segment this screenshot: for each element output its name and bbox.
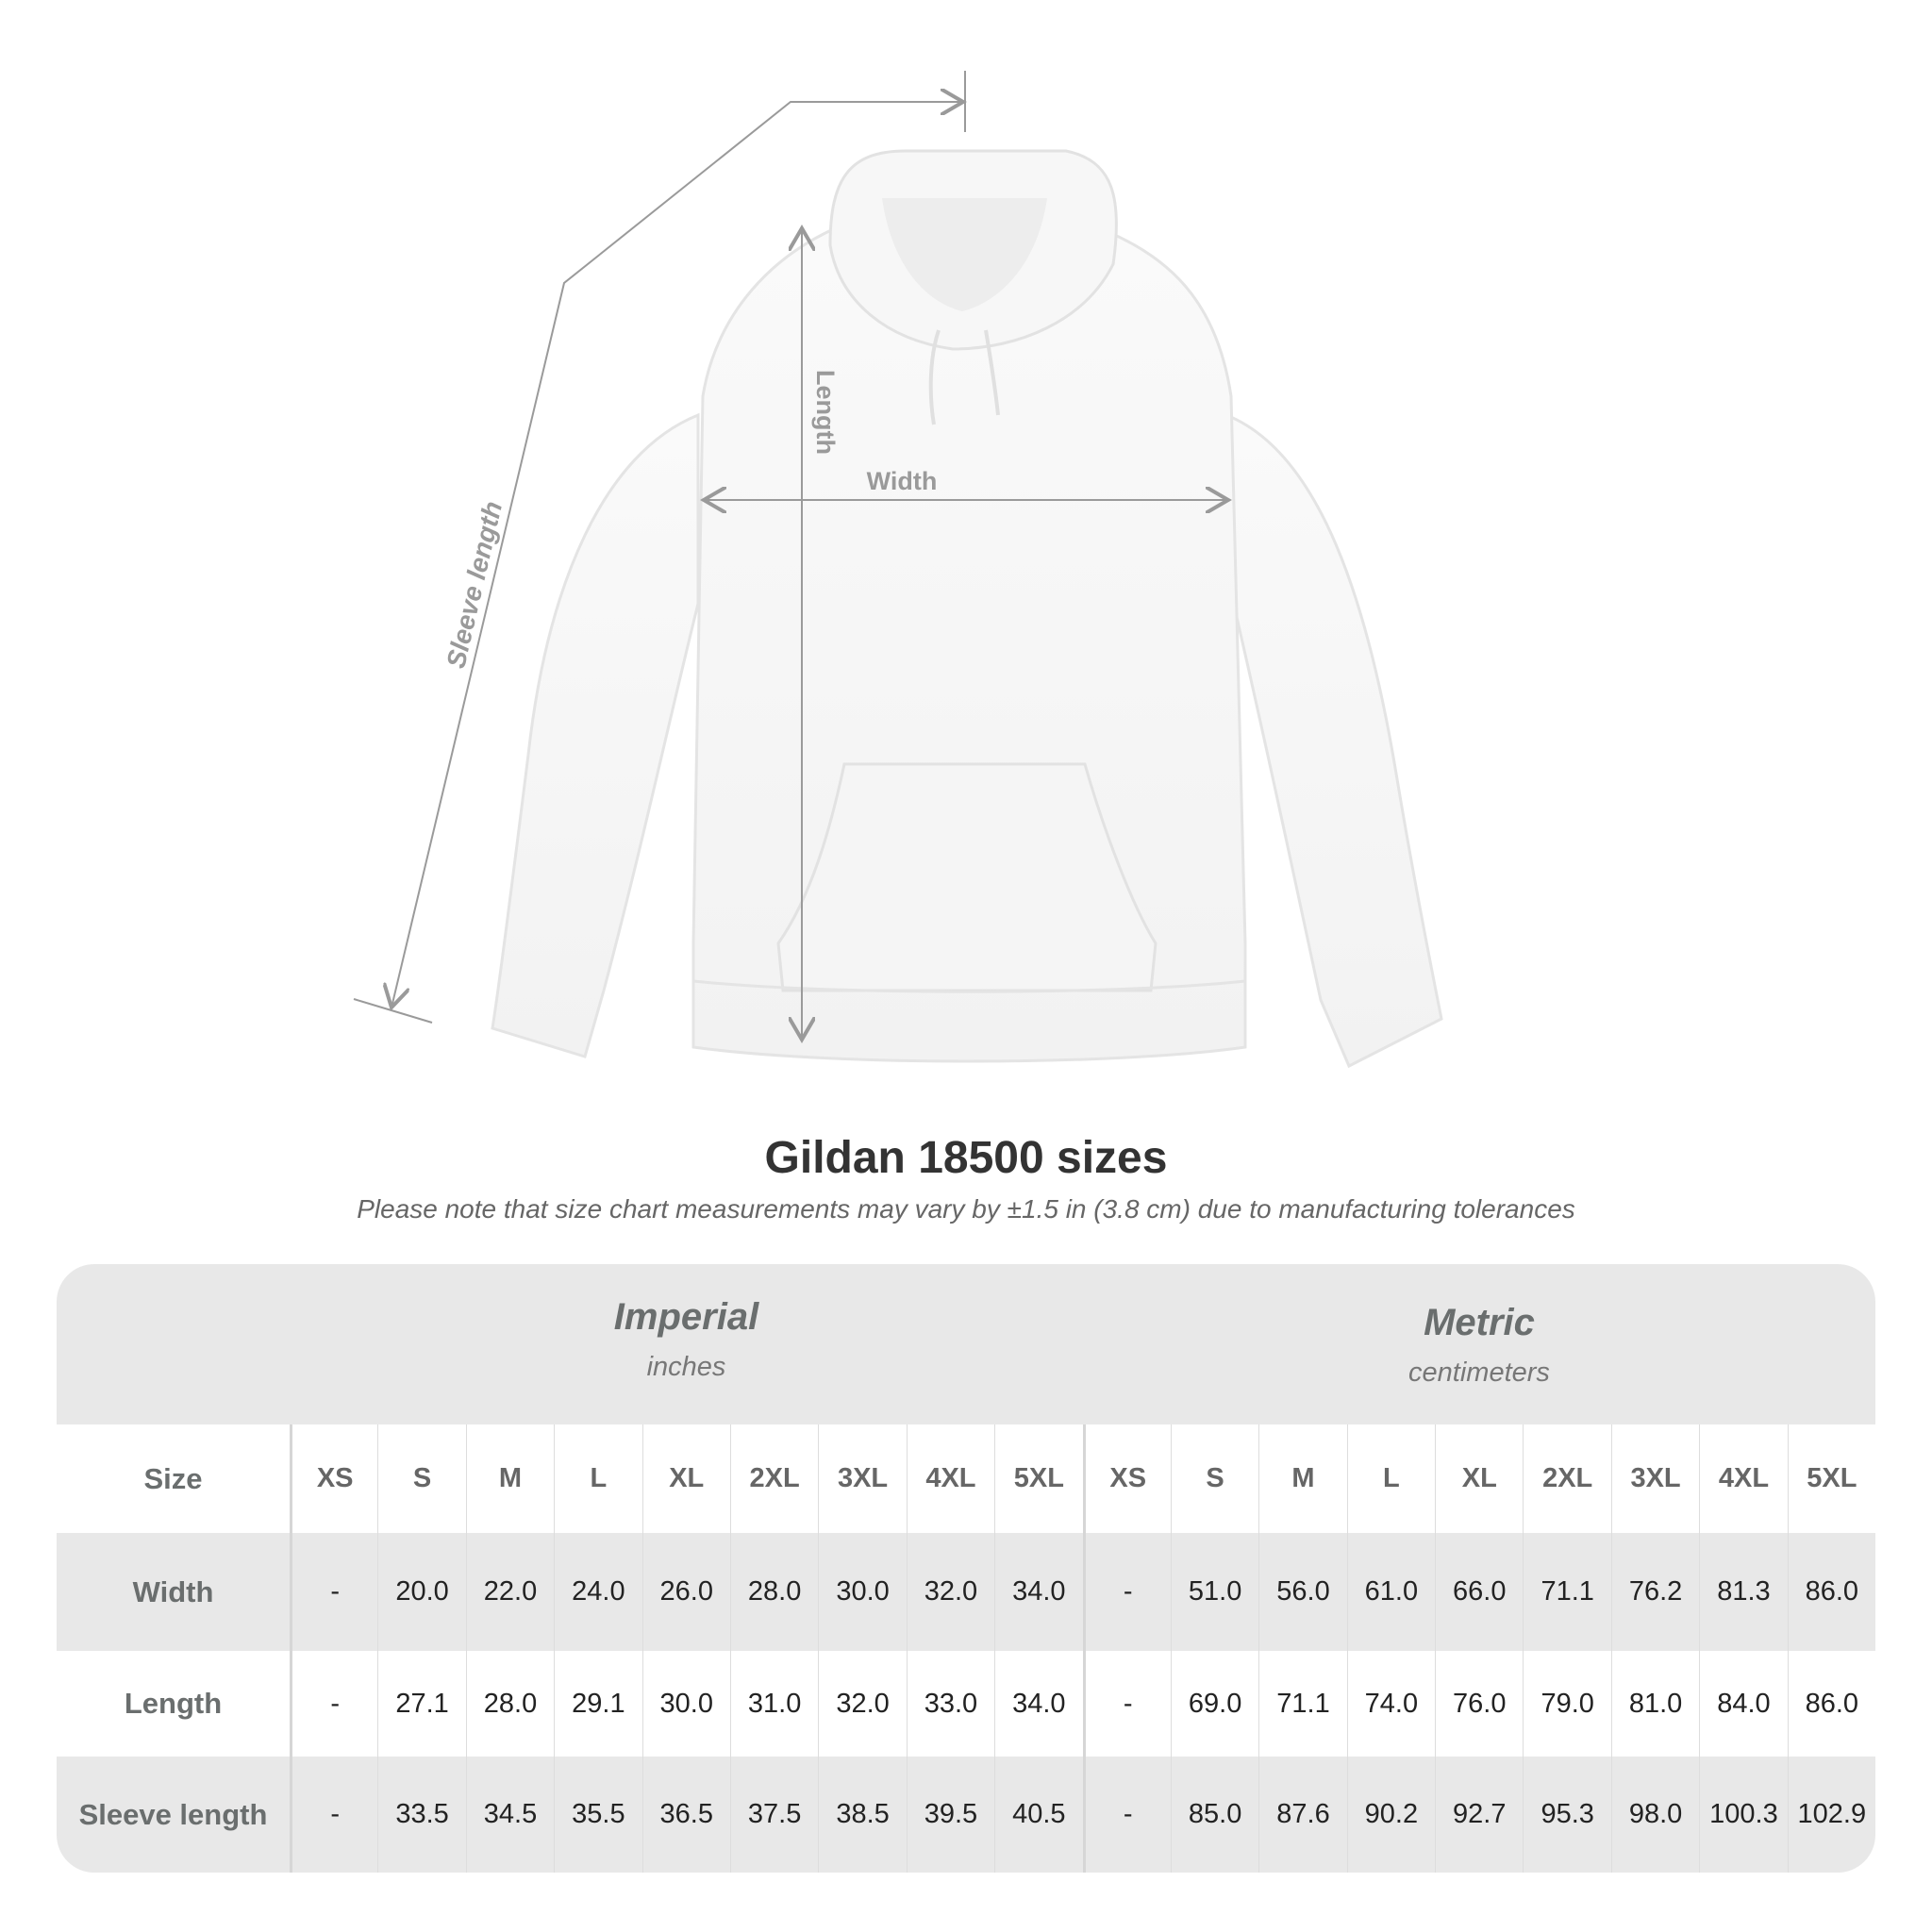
metric-value-cell: 87.6 [1258, 1757, 1346, 1873]
metric-value-cell: - [1082, 1651, 1171, 1757]
imperial-value-cell: 34.0 [994, 1651, 1082, 1757]
imperial-header: Imperial inches [290, 1296, 1083, 1383]
row-label: Length [124, 1687, 223, 1720]
metric-title: Metric [1424, 1302, 1535, 1343]
metric-value-cell: 98.0 [1610, 1757, 1699, 1873]
hoodie-diagram: Length Width Sleeve length [353, 71, 1443, 1069]
length-label: Length [811, 370, 840, 455]
hoodie-image [491, 149, 1443, 1069]
sleeve-measure-line [353, 71, 965, 1024]
imperial-value-cell: 35.5 [554, 1757, 641, 1873]
imperial-value-cell: 24.0 [554, 1533, 641, 1651]
imperial-value-cell: 26.0 [641, 1533, 730, 1651]
imperial-value-cell: 39.5 [906, 1757, 994, 1873]
row-label: Sleeve length [78, 1797, 268, 1831]
imperial-value-cell: 28.0 [729, 1533, 818, 1651]
metric-value-cell: 76.0 [1435, 1651, 1523, 1757]
metric-value-cell: 71.1 [1523, 1533, 1610, 1651]
metric-size-header: XS [1082, 1424, 1171, 1533]
table-row: Length -27.1 28.0 29.1 30.0 31.0 32.0 33.0 34.0-… [57, 1651, 1875, 1757]
size-header-row: Size XS S M L XL 2XL 3XL 4XL 5XL XS S M L XL 2XL 3XL 4XL… [57, 1424, 1875, 1533]
tolerance-note: Please note that size chart measurements… [357, 1194, 1575, 1224]
sleeve-length-label: Sleeve length [441, 498, 508, 671]
imperial-value-cell: 27.1 [377, 1651, 465, 1757]
width-label: Width [867, 467, 938, 495]
imperial-value-cell: - [290, 1651, 377, 1757]
imperial-size-header: L [554, 1424, 641, 1533]
metric-value-cell: 81.3 [1699, 1533, 1787, 1651]
imperial-value-cell: 33.0 [906, 1651, 994, 1757]
metric-header: Metric centimeters [1083, 1302, 1875, 1389]
metric-value-cell: 56.0 [1258, 1533, 1346, 1651]
imperial-value-cell: 30.0 [818, 1533, 906, 1651]
metric-value-cell: 51.0 [1170, 1533, 1258, 1651]
imperial-unit: inches [646, 1352, 726, 1382]
table-header-band: Imperial inches Metric centimeters [57, 1264, 1875, 1424]
imperial-value-cell: 37.5 [729, 1757, 818, 1873]
imperial-title: Imperial [613, 1296, 759, 1338]
metric-value-cell: 79.0 [1523, 1651, 1610, 1757]
metric-size-header: 5XL [1787, 1424, 1875, 1533]
imperial-size-header: S [377, 1424, 465, 1533]
imperial-value-cell: 28.0 [465, 1651, 554, 1757]
imperial-value-cell: 20.0 [377, 1533, 465, 1651]
imperial-size-header: XL [641, 1424, 730, 1533]
metric-value-cell: 76.2 [1610, 1533, 1699, 1651]
metric-size-header: 2XL [1523, 1424, 1610, 1533]
imperial-value-cell: 34.5 [465, 1757, 554, 1873]
imperial-value-cell: 22.0 [465, 1533, 554, 1651]
imperial-value-cell: 32.0 [818, 1651, 906, 1757]
metric-value-cell: 86.0 [1787, 1533, 1875, 1651]
metric-value-cell: 90.2 [1346, 1757, 1435, 1873]
imperial-size-header: XS [290, 1424, 377, 1533]
imperial-value-cell: 32.0 [906, 1533, 994, 1651]
imperial-size-header: 3XL [818, 1424, 906, 1533]
metric-size-header: 4XL [1699, 1424, 1787, 1533]
imperial-value-cell: - [290, 1533, 377, 1651]
metric-value-cell: 92.7 [1435, 1757, 1523, 1873]
metric-value-cell: 74.0 [1346, 1651, 1435, 1757]
imperial-size-header: M [465, 1424, 554, 1533]
metric-value-cell: 86.0 [1787, 1651, 1875, 1757]
metric-size-header: S [1170, 1424, 1258, 1533]
metric-value-cell: 61.0 [1346, 1533, 1435, 1651]
metric-value-cell: 71.1 [1258, 1651, 1346, 1757]
metric-value-cell: 66.0 [1435, 1533, 1523, 1651]
imperial-value-cell: 33.5 [377, 1757, 465, 1873]
metric-value-cell: 85.0 [1170, 1757, 1258, 1873]
imperial-value-cell: - [290, 1757, 377, 1873]
metric-value-cell: 81.0 [1610, 1651, 1699, 1757]
imperial-value-cell: 40.5 [994, 1757, 1082, 1873]
imperial-size-header: 2XL [729, 1424, 818, 1533]
metric-value-cell: 69.0 [1170, 1651, 1258, 1757]
imperial-size-header: 5XL [994, 1424, 1082, 1533]
imperial-size-header: 4XL [906, 1424, 994, 1533]
imperial-value-cell: 31.0 [729, 1651, 818, 1757]
imperial-value-cell: 29.1 [554, 1651, 641, 1757]
page-title: Gildan 18500 sizes [764, 1133, 1168, 1183]
imperial-value-cell: 38.5 [818, 1757, 906, 1873]
row-label: Width [132, 1574, 214, 1608]
metric-value-cell: 100.3 [1699, 1757, 1787, 1873]
imperial-value-cell: 36.5 [641, 1757, 730, 1873]
metric-size-header: M [1258, 1424, 1346, 1533]
table-row: Width -20.0 22.0 24.0 26.0 28.0 30.0 32.0 34.0-5… [57, 1533, 1875, 1651]
metric-size-header: L [1346, 1424, 1435, 1533]
metric-value-cell: - [1082, 1757, 1171, 1873]
metric-unit: centimeters [1408, 1357, 1550, 1388]
metric-size-header: 3XL [1610, 1424, 1699, 1533]
metric-size-header: XL [1435, 1424, 1523, 1533]
table-row: Sleeve length -33.5 34.5 35.5 36.5 37.5 38.5 39… [57, 1757, 1875, 1873]
size-table: Imperial inches Metric centimeters Size … [57, 1264, 1875, 1873]
metric-value-cell: 95.3 [1523, 1757, 1610, 1873]
imperial-value-cell: 30.0 [641, 1651, 730, 1757]
size-label: Size [143, 1461, 203, 1495]
metric-value-cell: 84.0 [1699, 1651, 1787, 1757]
metric-value-cell: - [1082, 1533, 1171, 1651]
imperial-value-cell: 34.0 [994, 1533, 1082, 1651]
metric-value-cell: 102.9 [1787, 1757, 1875, 1873]
